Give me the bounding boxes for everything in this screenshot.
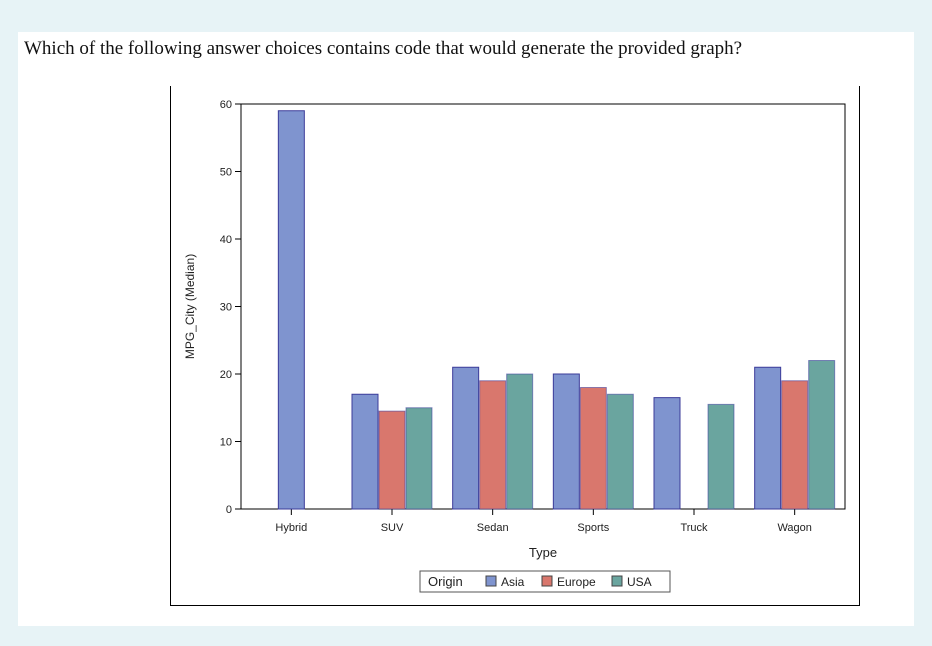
y-tick-label: 10 [220,437,232,449]
bar-usa-sedan [506,373,534,510]
y-tick-label: 0 [226,504,232,516]
bar-asia-sports [552,373,580,510]
y-tick-label: 20 [220,369,232,381]
y-tick-label: 50 [220,167,232,179]
bar-usa-truck [707,403,735,510]
bar-asia-truck [653,397,681,510]
legend-label-asia: Asia [501,575,525,589]
y-axis-label: MPG_City (Median) [183,254,197,359]
bar-usa-sports [606,393,634,510]
x-tick-label: Sedan [477,522,509,534]
bar-europe-sedan [479,380,507,510]
legend-label-usa: USA [627,575,652,589]
y-tick-label: 40 [220,234,232,246]
x-tick-label: Hybrid [275,522,307,534]
legend-label-europe: Europe [557,575,596,589]
x-tick-label: SUV [381,522,404,534]
legend-swatch-asia [485,575,497,587]
y-tick-label: 60 [220,99,232,111]
bar-europe-wagon [781,380,809,510]
bar-europe-suv [378,410,406,510]
x-axis-label: Type [529,545,557,560]
bar-asia-sedan [452,366,480,510]
legend-title: Origin [428,574,463,589]
bar-europe-sports [579,387,607,510]
legend-swatch-usa [611,575,623,587]
question-text: Which of the following answer choices co… [24,38,743,59]
x-tick-label: Wagon [777,522,811,534]
bar-asia-wagon [754,366,782,510]
x-tick-label: Truck [680,522,708,534]
bar-usa-wagon [808,360,836,510]
y-tick-label: 30 [220,302,232,314]
x-tick-label: Sports [577,522,609,534]
legend-swatch-europe [541,575,553,587]
bar-usa-suv [405,407,433,510]
bar-asia-hybrid [277,110,305,510]
bar-asia-suv [351,393,379,510]
